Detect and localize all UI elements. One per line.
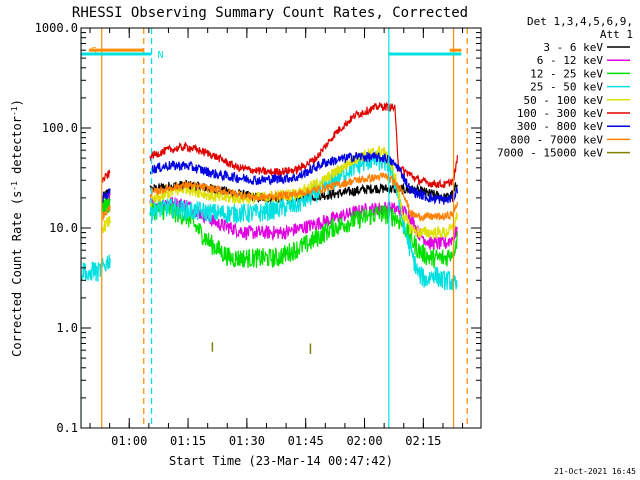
x-axis-label: Start Time (23-Mar-14 00:47:42) [169,454,393,468]
y-axis-label-sup-1: -1 [10,181,19,191]
series-4 [102,145,458,239]
series-3 [81,150,458,291]
y-tick-label: 100.0 [42,121,78,135]
series-line-7 [102,171,458,222]
legend-label: 3 - 6 keV [543,41,603,54]
series-5 [102,101,458,189]
legend-label: 25 - 50 keV [530,81,603,94]
y-tick-label: 10.0 [49,221,78,235]
legend-header-line-2: Att 1 [600,28,633,41]
x-tick-label: 01:45 [288,434,324,448]
y-tick-label: 1.0 [56,321,78,335]
y-axis-label-main: Corrected Count Rate (s [10,191,24,357]
footer-timestamp: 21-Oct-2021 16:45 [554,467,636,476]
legend-label: 6 - 12 keV [537,54,604,67]
y-axis-label: Corrected Count Rate (s-1 detector-1) [10,99,25,357]
series-line-5 [102,101,458,189]
x-tick-label: 01:30 [229,434,265,448]
chart-title: RHESSI Observing Summary Count Rates, Co… [72,5,468,21]
y-tick-label: 1000.0 [35,21,78,35]
y-axis-label-mid: detector [10,116,24,181]
legend-header-line-1: Det 1,3,4,5,6,9, [527,15,633,28]
y-axis-label-tail: ) [10,99,24,106]
flag-label-N: N [158,50,164,61]
x-tick-label: 01:00 [111,434,147,448]
axes-layer: 0.1 1.0 10.0 100.0 1000.0 01:00 01:15 01:30 01:4… [35,21,481,448]
legend-label: 800 - 7000 keV [510,133,603,146]
series-6 [102,151,458,205]
series-line-4 [102,145,458,239]
x-tick-label: 02:15 [405,434,441,448]
legend-label: 300 - 800 keV [517,120,603,133]
y-axis-label-sup-2: -1 [10,106,19,116]
legend-label: 7000 - 15000 keV [497,147,603,160]
series-line-6 [102,151,458,205]
x-tick-label: 02:00 [346,434,382,448]
legend-label: 100 - 300 keV [517,107,603,120]
legend-label: 50 - 100 keV [524,94,604,107]
y-tick-label: 0.1 [56,421,78,435]
x-tick-label: 01:15 [170,434,206,448]
legend-label: 12 - 25 keV [530,67,603,80]
flag-label-S: S [91,46,97,57]
series-layer [81,101,458,291]
series-7 [102,171,458,222]
series-line-3 [81,150,458,291]
